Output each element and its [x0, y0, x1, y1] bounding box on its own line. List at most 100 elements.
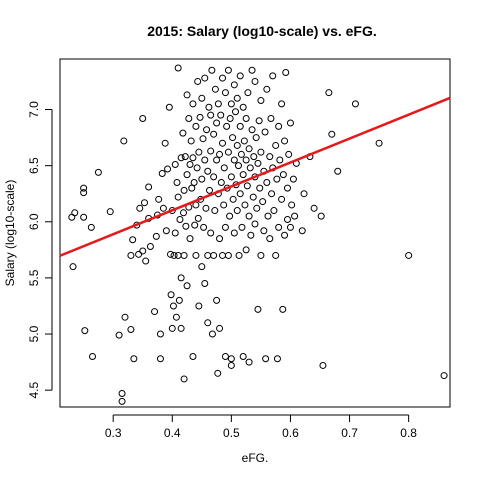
data-point	[195, 302, 203, 310]
y-tick-label: 7.0	[27, 101, 41, 118]
data-point	[253, 204, 261, 212]
data-point	[224, 66, 232, 74]
data-point	[246, 164, 254, 172]
data-point	[135, 250, 143, 258]
data-point	[252, 134, 260, 142]
data-point	[167, 291, 175, 299]
data-point	[219, 251, 226, 259]
data-point	[162, 227, 170, 235]
data-point	[227, 361, 235, 369]
y-axis-label: Salary (log10-scale)	[3, 180, 17, 287]
data-point	[189, 154, 197, 162]
data-point	[94, 168, 102, 176]
data-point	[207, 111, 215, 119]
data-point	[192, 251, 200, 259]
data-point	[220, 201, 228, 209]
data-point	[221, 352, 229, 360]
data-point	[80, 213, 88, 221]
data-point	[275, 122, 283, 130]
data-point	[221, 223, 229, 231]
data-point	[236, 122, 244, 130]
data-point	[189, 352, 197, 360]
data-point	[190, 178, 198, 186]
x-axis: 0.3 0.4 0.5 0.6 0.7 0.8	[105, 414, 417, 440]
data-point	[186, 161, 194, 169]
data-point	[259, 198, 267, 206]
data-point	[200, 223, 208, 231]
data-point	[216, 324, 224, 332]
data-point	[198, 175, 206, 183]
data-point	[120, 137, 128, 145]
data-point	[204, 167, 212, 175]
x-tick-label: 0.4	[164, 426, 181, 440]
data-point	[177, 324, 185, 332]
data-point	[151, 308, 159, 316]
data-point	[255, 117, 263, 125]
data-point	[127, 326, 135, 334]
data-point	[219, 74, 226, 82]
data-point	[289, 175, 297, 183]
data-point	[204, 251, 212, 259]
data-point	[145, 183, 153, 191]
data-point	[279, 171, 287, 179]
data-point	[118, 390, 126, 398]
x-tick-label: 0.5	[223, 426, 240, 440]
data-point	[317, 212, 325, 220]
data-point	[250, 153, 258, 161]
data-point	[198, 263, 206, 271]
data-point	[164, 165, 172, 173]
data-point	[234, 162, 242, 170]
data-point	[156, 355, 164, 363]
data-point	[174, 251, 182, 259]
data-point	[210, 251, 218, 259]
data-point	[194, 77, 202, 85]
data-point	[310, 204, 318, 212]
data-point	[264, 212, 272, 220]
data-point	[174, 193, 182, 201]
data-point	[229, 134, 237, 142]
data-point	[118, 397, 126, 405]
data-point	[239, 103, 247, 111]
data-point	[241, 201, 249, 209]
y-tick-label: 5.0	[27, 325, 41, 342]
data-point	[273, 175, 281, 183]
data-point	[193, 164, 201, 172]
data-point	[180, 375, 188, 383]
data-point	[266, 153, 274, 161]
data-point	[187, 137, 195, 145]
data-point	[288, 201, 296, 209]
data-point	[159, 204, 167, 212]
data-point	[177, 274, 185, 282]
data-point	[351, 100, 359, 108]
data-point	[214, 369, 222, 377]
data-point	[276, 156, 284, 164]
data-point	[121, 313, 129, 321]
data-point	[325, 89, 333, 97]
data-point	[127, 251, 135, 259]
x-tick-label: 0.6	[282, 426, 299, 440]
data-point	[286, 223, 294, 231]
data-point	[272, 141, 280, 149]
data-point	[206, 186, 213, 194]
data-point	[203, 126, 211, 134]
data-point	[284, 184, 291, 192]
data-point	[196, 113, 204, 121]
data-point	[142, 257, 150, 265]
data-point	[179, 129, 187, 137]
data-point	[186, 235, 194, 243]
data-point	[261, 128, 269, 136]
data-point	[273, 355, 281, 363]
data-point	[180, 209, 187, 217]
y-tick-label: 6.0	[27, 213, 41, 230]
data-point	[191, 221, 199, 229]
regression-line	[59, 96, 451, 257]
data-point	[176, 216, 184, 224]
data-point	[185, 115, 193, 122]
data-point	[233, 94, 241, 102]
data-point	[81, 327, 89, 335]
data-point	[245, 145, 253, 153]
data-point	[242, 115, 250, 122]
data-point	[216, 235, 224, 243]
y-axis: 4.5 5.0 5.5 6.0 6.5 7.0	[27, 101, 53, 399]
data-point	[278, 195, 286, 203]
